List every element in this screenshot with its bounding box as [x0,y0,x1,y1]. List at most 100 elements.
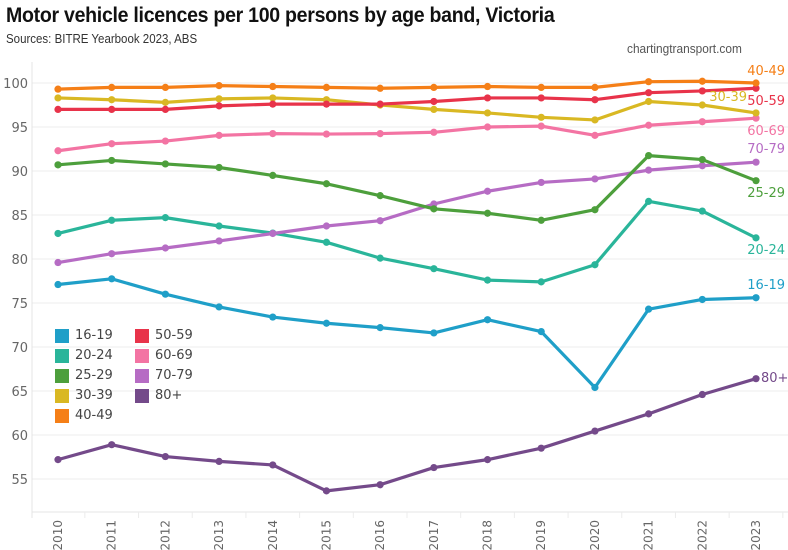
data-point-16-19-2012[interactable] [161,290,169,298]
data-point-50-59-2015[interactable] [322,100,331,108]
data-point-30-39-2019[interactable] [537,113,545,121]
legend-item-25-29[interactable]: 25-29 [55,368,113,383]
data-point-16-19-2021[interactable] [645,305,653,313]
data-point-60-69-2012[interactable] [161,137,169,145]
data-point-25-29-2011[interactable] [108,156,116,165]
data-point-30-39-2010[interactable] [54,94,62,102]
data-point-40-49-2019[interactable] [537,83,545,91]
data-point-60-69-2013[interactable] [215,131,223,139]
data-point-70-79-2010[interactable] [54,258,62,267]
data-point-60-69-2018[interactable] [483,123,492,131]
data-point-80+-2020[interactable] [591,427,599,435]
data-point-50-59-2023[interactable] [752,84,760,92]
legend-item-20-24[interactable]: 20-24 [55,348,113,363]
data-point-30-39-2014[interactable] [269,94,277,102]
data-point-50-59-2017[interactable] [430,97,438,106]
data-point-40-49-2023[interactable] [752,79,760,87]
legend-item-40-49[interactable]: 40-49 [55,408,113,423]
data-point-16-19-2023[interactable] [752,294,760,302]
data-point-20-24-2015[interactable] [322,238,331,246]
data-point-60-69-2015[interactable] [322,130,331,138]
data-point-25-29-2013[interactable] [215,163,223,172]
data-point-25-29-2012[interactable] [161,160,169,168]
data-point-50-59-2021[interactable] [645,89,653,97]
data-point-60-69-2011[interactable] [108,140,116,148]
data-point-16-19-2020[interactable] [591,383,599,392]
data-point-40-49-2022[interactable] [698,77,706,85]
data-point-25-29-2016[interactable] [376,192,384,200]
data-point-30-39-2011[interactable] [108,96,116,104]
data-point-40-49-2014[interactable] [269,82,277,91]
data-point-20-24-2023[interactable] [752,234,760,242]
data-point-60-69-2019[interactable] [537,122,545,130]
data-point-40-49-2017[interactable] [430,83,438,91]
legend-item-80+[interactable]: 80+ [135,388,182,403]
data-point-16-19-2013[interactable] [215,303,223,311]
data-point-40-49-2010[interactable] [54,85,62,93]
data-point-60-69-2020[interactable] [591,131,599,139]
data-point-16-19-2019[interactable] [537,328,545,336]
data-point-80+-2016[interactable] [376,481,384,489]
data-point-70-79-2020[interactable] [591,175,599,183]
data-point-80+-2017[interactable] [430,463,438,472]
data-point-70-79-2013[interactable] [215,237,223,245]
data-point-40-49-2015[interactable] [322,83,331,91]
data-point-25-29-2022[interactable] [698,155,706,164]
data-point-20-24-2022[interactable] [698,207,706,215]
data-point-80+-2015[interactable] [322,487,331,495]
legend-item-50-59[interactable]: 50-59 [135,328,193,343]
data-point-80+-2023[interactable] [752,375,760,383]
data-point-50-59-2022[interactable] [698,87,706,95]
data-point-30-39-2023[interactable] [752,109,760,117]
data-point-25-29-2021[interactable] [645,152,653,160]
data-point-20-24-2011[interactable] [108,216,116,224]
data-point-80+-2011[interactable] [108,441,116,449]
data-point-25-29-2019[interactable] [537,216,545,224]
data-point-40-49-2013[interactable] [215,82,223,90]
data-point-70-79-2023[interactable] [752,158,760,166]
data-point-25-29-2014[interactable] [269,171,277,179]
data-point-40-49-2018[interactable] [483,82,492,91]
data-point-16-19-2010[interactable] [54,280,62,289]
data-point-20-24-2017[interactable] [430,265,438,273]
data-point-50-59-2019[interactable] [537,94,545,102]
data-point-50-59-2012[interactable] [161,105,169,113]
data-point-70-79-2014[interactable] [269,229,277,238]
data-point-16-19-2014[interactable] [269,313,277,321]
data-point-70-79-2011[interactable] [108,250,116,258]
data-point-60-69-2017[interactable] [430,128,438,136]
data-point-70-79-2019[interactable] [537,178,545,187]
legend-item-60-69[interactable]: 60-69 [135,348,193,363]
data-point-80+-2013[interactable] [215,457,223,465]
data-point-30-39-2018[interactable] [483,109,492,117]
legend-item-70-79[interactable]: 70-79 [135,368,193,383]
data-point-20-24-2010[interactable] [54,229,62,238]
data-point-30-39-2021[interactable] [645,97,653,106]
data-point-16-19-2018[interactable] [483,316,492,324]
data-point-60-69-2023[interactable] [752,114,760,122]
data-point-80+-2021[interactable] [645,410,653,418]
data-point-30-39-2012[interactable] [161,98,169,106]
data-point-30-39-2017[interactable] [430,105,438,113]
data-point-25-29-2023[interactable] [752,177,760,185]
data-point-20-24-2020[interactable] [591,261,599,269]
data-point-60-69-2022[interactable] [698,118,706,126]
data-point-80+-2019[interactable] [537,444,545,452]
data-point-25-29-2020[interactable] [591,206,599,214]
data-point-60-69-2010[interactable] [54,147,62,155]
data-point-40-49-2020[interactable] [591,83,599,91]
data-point-70-79-2015[interactable] [322,222,331,230]
data-point-25-29-2018[interactable] [483,209,492,217]
legend-item-16-19[interactable]: 16-19 [55,328,113,343]
data-point-30-39-2022[interactable] [698,101,706,109]
data-point-50-59-2016[interactable] [376,100,384,108]
data-point-80+-2018[interactable] [483,456,492,464]
data-point-25-29-2015[interactable] [322,180,331,188]
data-point-70-79-2012[interactable] [161,244,169,252]
data-point-25-29-2017[interactable] [430,205,438,213]
data-point-20-24-2019[interactable] [537,278,545,286]
data-point-50-59-2020[interactable] [591,96,599,104]
data-point-40-49-2016[interactable] [376,84,384,92]
data-point-30-39-2013[interactable] [215,95,223,103]
data-point-80+-2022[interactable] [698,390,706,399]
